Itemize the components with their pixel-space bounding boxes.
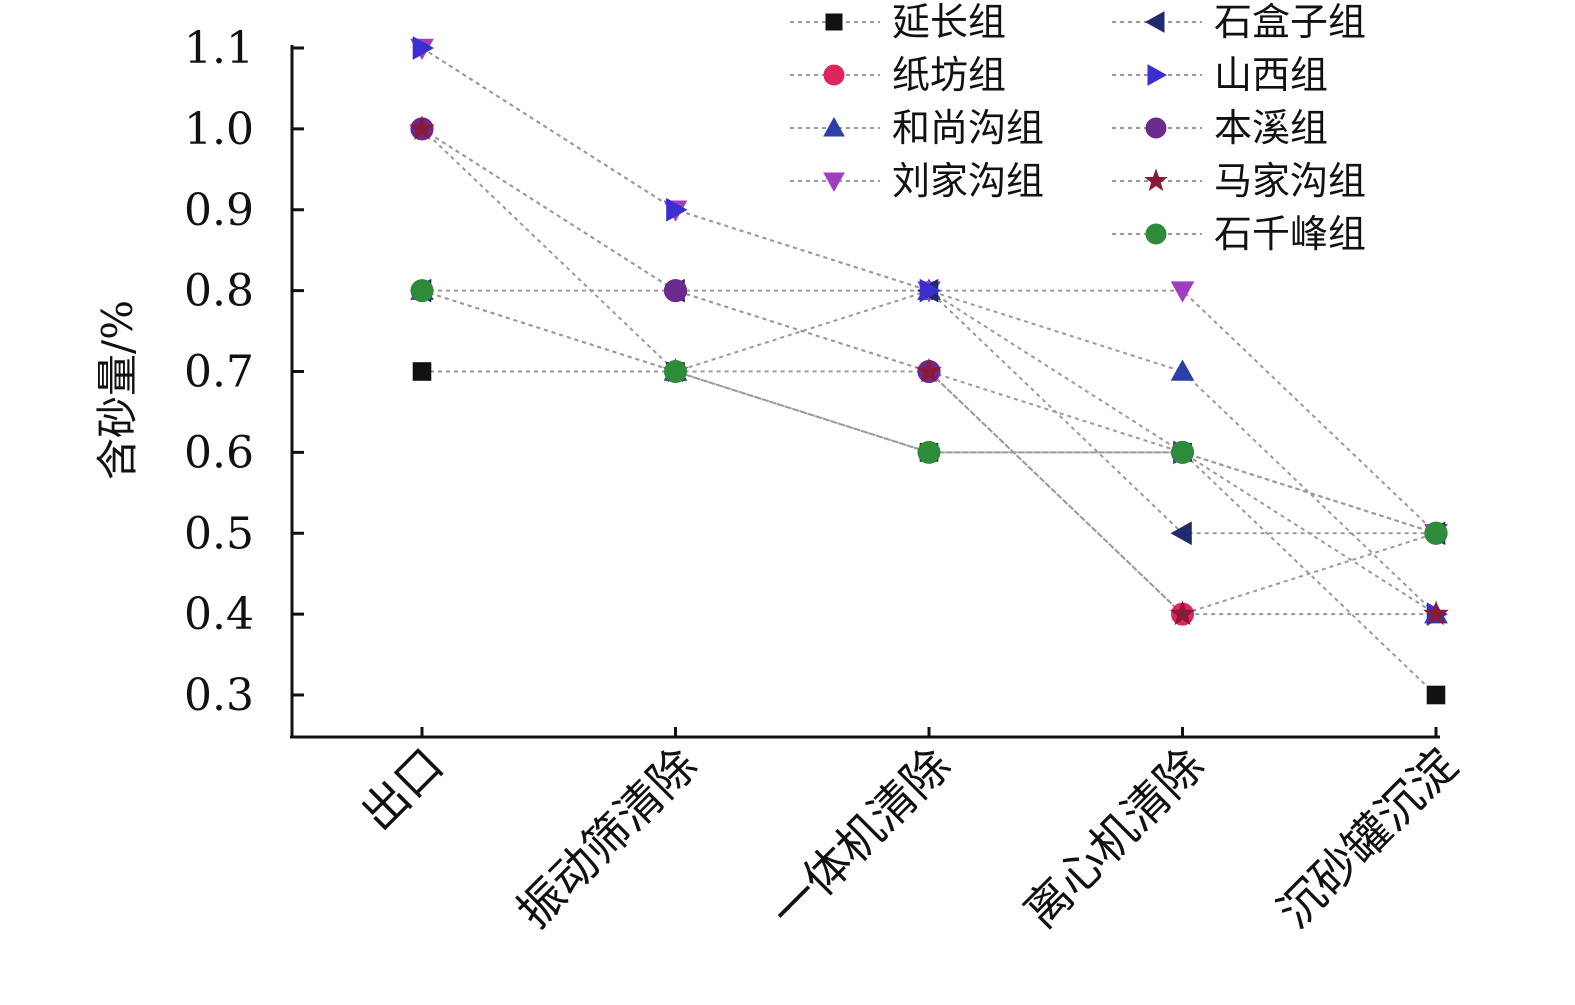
legend-label: 本溪组 (1214, 106, 1328, 150)
data-point (1426, 685, 1446, 705)
series-line (422, 370, 1437, 696)
legend-marker (823, 116, 845, 137)
y-tick-label: 0.4 (184, 589, 254, 640)
legend-marker (1147, 64, 1168, 86)
legend-marker (823, 172, 845, 193)
x-category-label: 一体机清除 (760, 738, 961, 939)
series-line (422, 289, 1436, 535)
data-point (664, 360, 687, 383)
axes (290, 45, 1440, 739)
y-axis-title: 含砂量/% (93, 300, 142, 480)
legend-marker (1144, 168, 1168, 192)
data-point (919, 278, 942, 303)
series-lines (421, 47, 1437, 696)
legend-marker (1144, 11, 1165, 33)
legend-marker (1145, 223, 1167, 245)
legend-item: 石千峰组 (1112, 212, 1366, 256)
legend-item: 本溪组 (1112, 106, 1328, 150)
series-line (421, 289, 1437, 535)
data-point (664, 279, 687, 303)
data-point (1424, 521, 1448, 545)
data-point (1169, 600, 1196, 626)
x-category-label: 出口 (351, 738, 454, 841)
data-point (666, 197, 688, 222)
y-tick-label: 0.8 (184, 266, 254, 317)
legend-item: 纸坊组 (790, 53, 1006, 97)
legend-label: 刘家沟组 (892, 159, 1044, 203)
legend-marker (825, 13, 843, 31)
legend-item: 刘家沟组 (790, 159, 1044, 203)
series-markers (409, 36, 1449, 705)
data-point (1423, 600, 1449, 626)
legend-item: 马家沟组 (1112, 159, 1366, 203)
data-point (412, 36, 435, 60)
y-tick-label: 0.7 (184, 347, 254, 398)
y-tick-label: 0.3 (184, 670, 254, 721)
series-line (421, 128, 1436, 616)
legend-item: 和尚沟组 (790, 106, 1044, 150)
data-point (409, 115, 435, 140)
y-tick-label: 0.6 (184, 427, 254, 478)
x-ticks: 出口 振动筛清除 一体机清除 离心机清除 沉砂罐沉淀 (351, 727, 1468, 938)
x-category-label: 振动筛清除 (506, 738, 707, 939)
data-point (916, 357, 942, 383)
x-category-label: 离心机清除 (1013, 738, 1214, 939)
y-tick-label: 1.1 (184, 23, 254, 74)
data-point (1170, 281, 1195, 303)
data-point (1170, 359, 1195, 381)
y-ticks: 1.1 1.0 0.9 0.8 0.7 0.6 0.5 0.4 0.3 (184, 23, 304, 721)
legend-item: 山西组 (1112, 53, 1328, 97)
legend-label: 石千峰组 (1214, 212, 1366, 256)
legend-item: 石盒子组 (1112, 0, 1366, 44)
legend-item: 延长组 (790, 0, 1006, 44)
y-tick-label: 1.0 (184, 104, 254, 155)
y-tick-label: 0.5 (184, 508, 254, 559)
series-line (421, 47, 1437, 615)
legend-label: 延长组 (892, 0, 1006, 44)
legend-label: 山西组 (1214, 53, 1328, 97)
legend-label: 石盒子组 (1214, 0, 1366, 44)
data-point (917, 440, 941, 464)
data-point (412, 362, 432, 381)
data-point (410, 279, 434, 303)
legend-label: 马家沟组 (1214, 159, 1366, 203)
data-point (1171, 440, 1194, 464)
legend-label: 纸坊组 (892, 53, 1006, 97)
legend-marker (823, 64, 845, 86)
legend-label: 和尚沟组 (892, 106, 1044, 150)
legend-marker (1145, 117, 1167, 139)
data-point (1170, 521, 1192, 546)
x-category-label: 沉砂罐沉淀 (1267, 738, 1468, 939)
y-tick-label: 0.9 (184, 185, 254, 236)
